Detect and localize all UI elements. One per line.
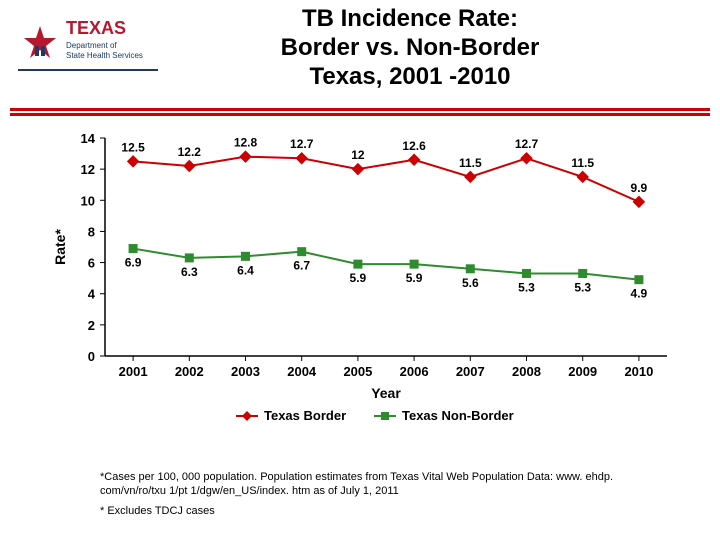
dshs-logo: TEXAS Department of State Health Service… bbox=[18, 12, 158, 82]
diamond-marker bbox=[464, 171, 477, 184]
legend-marker bbox=[381, 412, 389, 420]
slide-title: TB Incidence Rate: Border vs. Non-Border… bbox=[200, 5, 620, 91]
data-label: 12.8 bbox=[234, 136, 258, 150]
diamond-marker bbox=[295, 152, 308, 165]
y-tick-label: 10 bbox=[81, 193, 95, 208]
square-marker bbox=[634, 275, 643, 284]
x-tick-label: 2009 bbox=[568, 364, 597, 379]
data-label: 12.6 bbox=[402, 139, 426, 153]
logo-star-icon bbox=[24, 26, 56, 58]
slide: TEXAS Department of State Health Service… bbox=[0, 0, 720, 540]
x-tick-label: 2001 bbox=[119, 364, 148, 379]
y-tick-label: 2 bbox=[88, 318, 95, 333]
square-marker bbox=[185, 253, 194, 262]
diamond-marker bbox=[127, 155, 140, 168]
title-line3: Texas, 2001 -2010 bbox=[309, 63, 510, 90]
square-marker bbox=[129, 244, 138, 253]
data-label: 5.9 bbox=[350, 271, 367, 285]
data-label: 11.5 bbox=[459, 156, 482, 170]
diamond-marker bbox=[239, 150, 252, 163]
x-tick-label: 2002 bbox=[175, 364, 204, 379]
y-tick-label: 0 bbox=[88, 349, 95, 364]
footnote-1: *Cases per 100, 000 population. Populati… bbox=[100, 470, 660, 499]
title-line2: Border vs. Non-Border bbox=[281, 34, 540, 61]
data-label: 6.7 bbox=[293, 259, 310, 273]
y-tick-label: 6 bbox=[88, 256, 95, 271]
diamond-marker bbox=[576, 171, 589, 184]
square-marker bbox=[466, 264, 475, 273]
diamond-marker bbox=[520, 152, 533, 165]
data-label: 4.9 bbox=[631, 287, 648, 301]
x-axis-title: Year bbox=[371, 385, 401, 401]
x-tick-label: 2006 bbox=[400, 364, 429, 379]
data-label: 12.5 bbox=[121, 140, 145, 154]
y-tick-label: 12 bbox=[81, 162, 95, 177]
y-tick-label: 8 bbox=[88, 224, 95, 239]
x-tick-label: 2008 bbox=[512, 364, 541, 379]
logo-text-line2: State Health Services bbox=[66, 51, 143, 60]
series-line bbox=[133, 157, 639, 202]
y-tick-label: 4 bbox=[88, 287, 96, 302]
legend-label: Texas Border bbox=[264, 408, 346, 423]
data-label: 9.9 bbox=[631, 181, 648, 195]
data-label: 12 bbox=[351, 148, 365, 162]
data-label: 5.3 bbox=[518, 280, 535, 294]
data-label: 12.7 bbox=[515, 137, 539, 151]
data-label: 6.3 bbox=[181, 265, 198, 279]
data-label: 12.7 bbox=[290, 137, 314, 151]
x-tick-label: 2005 bbox=[343, 364, 372, 379]
y-axis-title: Rate* bbox=[52, 229, 68, 265]
diamond-marker bbox=[408, 154, 421, 167]
square-marker bbox=[410, 260, 419, 269]
tb-incidence-chart: 0 2 4 6 8 10 12 14 2001 2002 2003 2004 2005 2006 2007 2… bbox=[45, 128, 685, 438]
title-line1: TB Incidence Rate: bbox=[302, 5, 518, 32]
legend-label: Texas Non-Border bbox=[402, 408, 514, 423]
x-tick-label: 2004 bbox=[287, 364, 317, 379]
footnote-2: * Excludes TDCJ cases bbox=[100, 505, 215, 517]
data-label: 12.2 bbox=[178, 145, 202, 159]
data-label: 5.6 bbox=[462, 276, 479, 290]
x-tick-label: 2010 bbox=[624, 364, 653, 379]
title-rule-1 bbox=[10, 108, 710, 111]
title-rule-2 bbox=[10, 113, 710, 116]
square-marker bbox=[297, 247, 306, 256]
square-marker bbox=[353, 260, 362, 269]
x-tick-label: 2003 bbox=[231, 364, 260, 379]
diamond-marker bbox=[352, 163, 365, 176]
data-label: 5.3 bbox=[574, 280, 591, 294]
diamond-marker bbox=[633, 196, 646, 209]
x-tick-label: 2007 bbox=[456, 364, 485, 379]
data-label: 6.4 bbox=[237, 263, 254, 277]
square-marker bbox=[241, 252, 250, 261]
data-label: 5.9 bbox=[406, 271, 423, 285]
legend-marker bbox=[242, 411, 252, 421]
square-marker bbox=[578, 269, 587, 278]
data-label: 6.9 bbox=[125, 256, 142, 270]
logo-text-top: TEXAS bbox=[66, 18, 126, 38]
y-tick-label: 14 bbox=[81, 131, 96, 146]
logo-text-line1: Department of bbox=[66, 41, 117, 50]
square-marker bbox=[522, 269, 531, 278]
series-line bbox=[133, 249, 639, 280]
data-label: 11.5 bbox=[571, 156, 594, 170]
diamond-marker bbox=[183, 160, 196, 173]
